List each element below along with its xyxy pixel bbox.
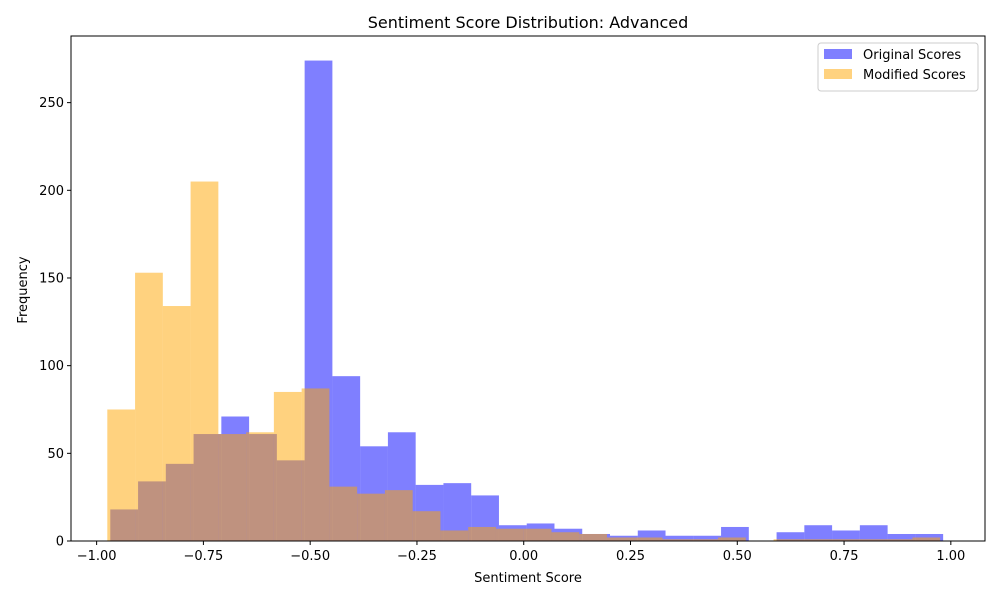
x-tick-label: −0.75: [183, 549, 223, 564]
histogram-bar-modified: [107, 409, 136, 541]
histogram-bar-modified: [440, 530, 469, 541]
y-tick-label: 50: [47, 447, 64, 462]
histogram-bar-modified: [829, 539, 857, 541]
x-axis-label: Sentiment Score: [474, 571, 582, 586]
legend-box: [817, 42, 979, 92]
chart-title: Sentiment Score Distribution: Advanced: [368, 13, 689, 32]
y-tick-label: 0: [56, 535, 64, 550]
histogram-bar-modified: [523, 528, 552, 541]
legend-label: Original Scores: [863, 48, 961, 63]
x-tick-label: 0.75: [830, 549, 859, 564]
histogram-bar-modified: [190, 181, 219, 542]
histogram-bar-original: [693, 535, 722, 541]
histogram-bar-modified: [357, 493, 385, 541]
histogram-bar-modified: [162, 306, 191, 541]
plot-area: [107, 60, 944, 542]
histogram-bar-modified: [384, 490, 413, 541]
histogram-bar-original: [637, 530, 666, 541]
legend-swatch: [824, 69, 852, 79]
histogram-bar-modified: [801, 539, 830, 541]
histogram-bar-modified: [607, 537, 635, 541]
histogram-bar-modified: [135, 272, 163, 541]
histogram-bar-modified: [246, 432, 274, 541]
histogram-bar-modified: [301, 388, 330, 541]
legend: Original Scores Modified Scores: [817, 42, 979, 92]
histogram-bar-modified: [634, 537, 663, 541]
histogram-bar-modified: [690, 539, 719, 541]
y-tick-label: 100: [39, 359, 64, 374]
histogram-bar-modified: [662, 539, 691, 541]
axes: −1.00 −0.75 −0.50 −0.25 0.00 0.25 0.50 0.75 1.00…: [39, 35, 986, 564]
axes-frame: [70, 35, 986, 542]
histogram-bar-modified: [579, 533, 608, 541]
histogram-bar-original: [887, 533, 916, 541]
histogram-bar-modified: [468, 526, 496, 541]
histogram-bar-modified: [884, 539, 913, 541]
histogram-bar-original: [804, 525, 833, 541]
x-tick-label: −0.50: [290, 549, 330, 564]
y-axis-label: Frequency: [16, 256, 31, 323]
histogram-bar-modified: [718, 537, 746, 541]
x-tick-label: −1.00: [77, 549, 117, 564]
y-tick-label: 250: [39, 96, 64, 111]
histogram-bar-modified: [329, 486, 358, 541]
histogram-bar-original: [776, 532, 805, 541]
x-tick-label: 0.50: [723, 549, 752, 564]
histogram-bar-modified: [412, 511, 441, 541]
histogram-bar-modified: [773, 539, 802, 541]
x-tick-label: 0.25: [616, 549, 645, 564]
legend-label: Modified Scores: [863, 68, 966, 83]
histogram-bar-original: [859, 525, 888, 541]
x-tick-label: 1.00: [936, 549, 965, 564]
histogram-bar-original: [665, 535, 694, 541]
histogram-bar-original: [832, 530, 860, 541]
y-tick-label: 200: [39, 184, 64, 199]
x-tick-label: −0.25: [397, 549, 437, 564]
histogram-bar-modified: [273, 391, 302, 541]
histogram-bar-modified: [856, 539, 885, 541]
histogram-bar-modified: [218, 434, 247, 541]
histogram-bar-modified: [912, 537, 941, 541]
x-tick-label: 0.00: [509, 549, 538, 564]
histogram-bar-modified: [551, 532, 580, 541]
histogram-bar-modified: [495, 528, 524, 541]
y-tick-label: 150: [39, 271, 64, 286]
legend-swatch: [824, 49, 852, 59]
